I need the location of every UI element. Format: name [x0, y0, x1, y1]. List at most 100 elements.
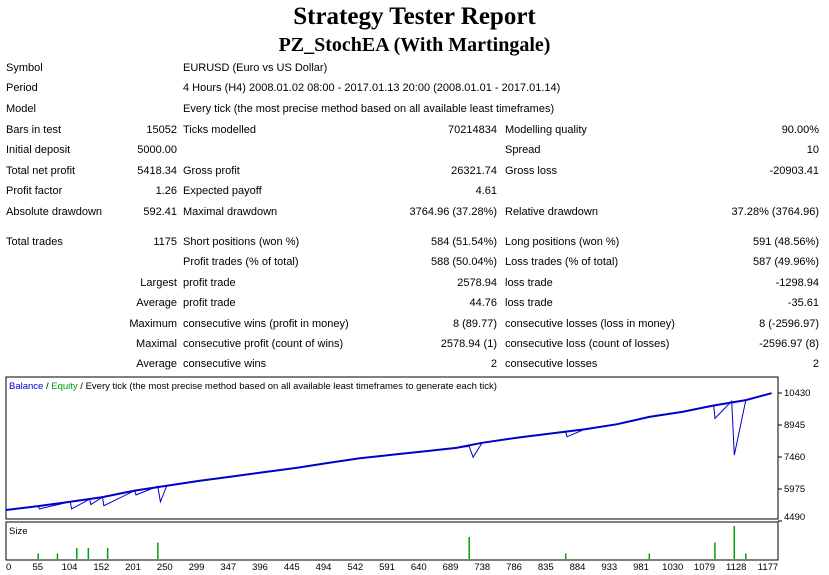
- x-tick-label: 640: [411, 562, 427, 573]
- bars-value: 15052: [146, 124, 177, 136]
- model-value: Every tick (the most precise method base…: [183, 103, 555, 115]
- profit-trades-value: 588 (50.04%): [430, 256, 497, 268]
- maximal-profit-label: consecutive profit (count of wins): [183, 338, 344, 350]
- average-loss-value: -35.61: [787, 297, 819, 309]
- legend-separator: /: [43, 381, 51, 392]
- avg-losses-label: consecutive losses: [505, 358, 598, 370]
- abs-drawdown-label: Absolute drawdown: [6, 206, 103, 218]
- avg-wins-value: 2: [490, 358, 497, 370]
- size-chart-frame: [5, 521, 779, 561]
- legend-balance: Balance: [9, 381, 43, 392]
- y-tick-label: 4490: [784, 512, 805, 523]
- x-tick-label: 347: [220, 562, 236, 573]
- maximal-loss-label: consecutive loss (count of losses): [505, 338, 670, 350]
- total-trades-label: Total trades: [6, 236, 63, 248]
- report-subtitle: PZ_StochEA (With Martingale): [278, 34, 551, 56]
- long-positions-label: Long positions (won %): [505, 236, 620, 248]
- gross-loss-label: Gross loss: [505, 165, 557, 177]
- y-tick-label: 10430: [784, 388, 810, 399]
- y-axis: 10430 8945 7460 5975 4490: [778, 388, 810, 523]
- avg-wins-label: consecutive wins: [183, 358, 267, 370]
- rel-drawdown-value: 37.28% (3764.96): [731, 206, 819, 218]
- maximum-label: Maximum: [129, 318, 177, 330]
- x-tick-label: 299: [189, 562, 205, 573]
- deposit-label: Initial deposit: [6, 144, 71, 156]
- short-positions-value: 584 (51.54%): [430, 236, 497, 248]
- legend-equity: Equity: [51, 381, 78, 392]
- model-label: Model: [6, 103, 36, 115]
- loss-trades-value: 587 (49.96%): [752, 256, 819, 268]
- spread-value: 10: [806, 144, 819, 156]
- y-tick-label: 8945: [784, 420, 805, 431]
- max-drawdown-label: Maximal drawdown: [183, 206, 278, 218]
- largest-profit-label: profit trade: [183, 277, 236, 289]
- x-tick-label: 542: [347, 562, 363, 573]
- rel-drawdown-label: Relative drawdown: [505, 206, 598, 218]
- max-losses-value: 8 (-2596.97): [759, 318, 819, 330]
- x-tick-label: 1079: [694, 562, 715, 573]
- net-profit-value: 5418.34: [137, 165, 177, 177]
- abs-drawdown-value: 592.41: [143, 206, 177, 218]
- largest-label: Largest: [140, 277, 177, 289]
- max-wins-value: 8 (89.77): [452, 318, 497, 330]
- x-tick-label: 591: [379, 562, 395, 573]
- ticks-value: 70214834: [448, 124, 497, 136]
- average2-label: Average: [136, 358, 177, 370]
- ticks-label: Ticks modelled: [183, 124, 256, 136]
- x-tick-label: 55: [32, 562, 43, 573]
- x-tick-label: 884: [570, 562, 586, 573]
- expected-payoff-value: 4.61: [475, 185, 497, 197]
- gross-profit-value: 26321.74: [451, 165, 497, 177]
- symbol-value: EURUSD (Euro vs US Dollar): [183, 62, 328, 74]
- report-title: Strategy Tester Report: [293, 3, 536, 30]
- x-tick-label: 250: [157, 562, 173, 573]
- y-tick-label: 5975: [784, 484, 805, 495]
- total-trades-value: 1175: [153, 236, 177, 248]
- x-axis: 0 55 104 152 201 250 299 347 396 445 494 542 591 640 6…: [6, 562, 778, 573]
- deposit-value: 5000.00: [137, 144, 177, 156]
- bars-label: Bars in test: [6, 124, 62, 136]
- size-chart-label: Size: [9, 526, 27, 537]
- x-tick-label: 738: [474, 562, 490, 573]
- x-tick-label: 1030: [662, 562, 683, 573]
- largest-loss-value: -1298.94: [775, 277, 819, 289]
- average-loss-label: loss trade: [505, 297, 553, 309]
- long-positions-value: 591 (48.56%): [752, 236, 819, 248]
- x-tick-label: 981: [633, 562, 649, 573]
- max-wins-label: consecutive wins (profit in money): [183, 318, 349, 330]
- spread-label: Spread: [505, 144, 541, 156]
- gross-profit-label: Gross profit: [183, 165, 240, 177]
- x-tick-label: 835: [538, 562, 554, 573]
- x-tick-label: 933: [601, 562, 617, 573]
- x-tick-label: 1177: [758, 562, 778, 573]
- profit-factor-label: Profit factor: [6, 185, 63, 197]
- symbol-label: Symbol: [6, 62, 43, 74]
- largest-profit-value: 2578.94: [457, 277, 497, 289]
- x-tick-label: 445: [284, 562, 300, 573]
- largest-loss-label: loss trade: [505, 277, 553, 289]
- period-value: 4 Hours (H4) 2008.01.02 08:00 - 2017.01.…: [183, 82, 561, 94]
- max-drawdown-value: 3764.96 (37.28%): [409, 206, 497, 218]
- expected-payoff-label: Expected payoff: [183, 185, 262, 197]
- average-profit-label: profit trade: [183, 297, 236, 309]
- maximal-label: Maximal: [136, 338, 177, 350]
- average-profit-value: 44.76: [469, 297, 497, 309]
- max-losses-label: consecutive losses (loss in money): [505, 318, 675, 330]
- y-tick-label: 7460: [784, 452, 805, 463]
- gross-loss-value: -20903.41: [769, 165, 819, 177]
- x-tick-label: 0: [6, 562, 11, 573]
- chart-legend: Balance / Equity / Every tick (the most …: [9, 381, 497, 392]
- short-positions-label: Short positions (won %): [183, 236, 300, 248]
- average-label: Average: [136, 297, 177, 309]
- x-tick-label: 104: [62, 562, 78, 573]
- chart-frame: [5, 376, 779, 520]
- loss-trades-label: Loss trades (% of total): [505, 256, 619, 268]
- profit-factor-value: 1.26: [155, 185, 177, 197]
- quality-value: 90.00%: [781, 124, 819, 136]
- profit-trades-label: Profit trades (% of total): [183, 256, 299, 268]
- x-tick-label: 201: [125, 562, 141, 573]
- maximal-profit-value: 2578.94 (1): [440, 338, 497, 350]
- x-tick-label: 689: [443, 562, 459, 573]
- maximal-loss-value: -2596.97 (8): [759, 338, 819, 350]
